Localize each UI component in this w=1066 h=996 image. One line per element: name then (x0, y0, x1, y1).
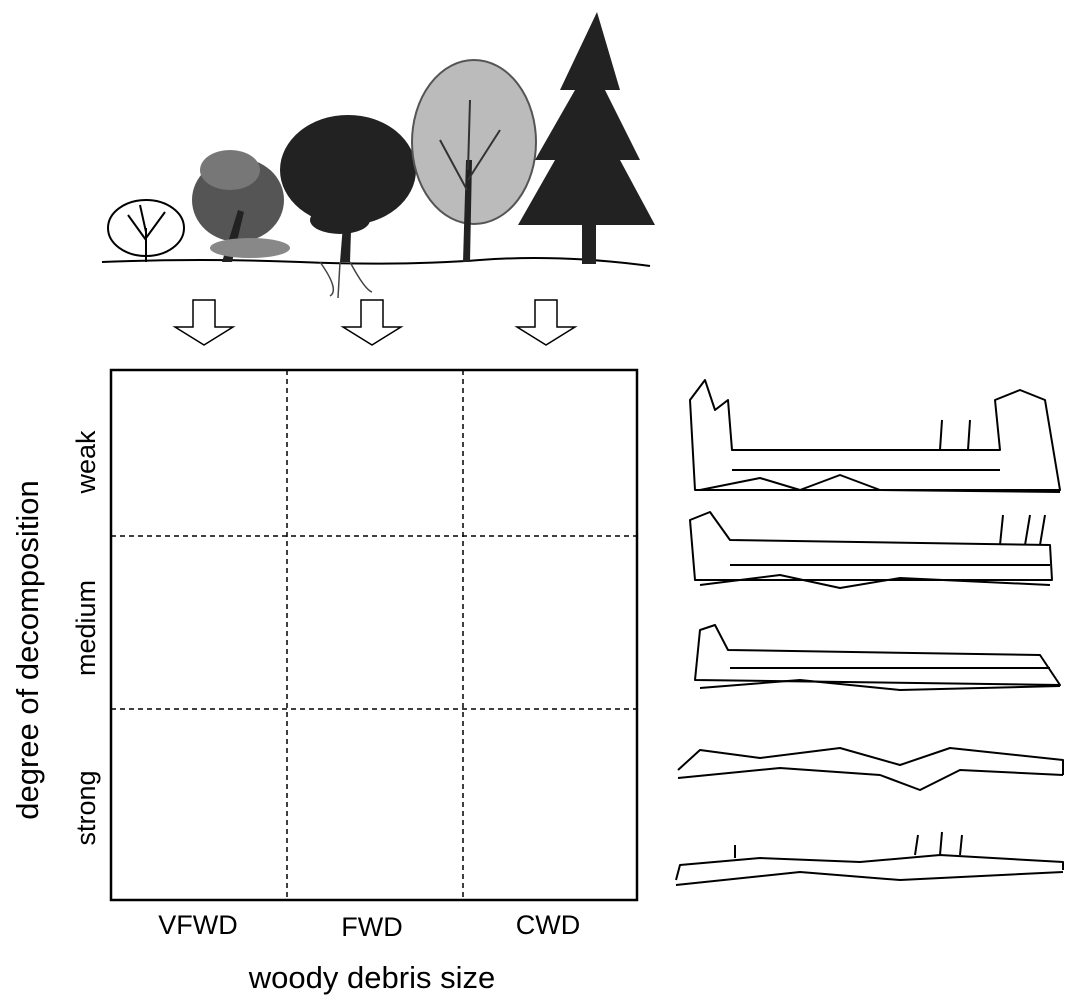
trees (101, 12, 655, 299)
y-axis-label: degree of decomposition (10, 480, 45, 820)
row-label: medium (71, 580, 101, 676)
column-label: CWD (516, 910, 580, 940)
row-label: strong (71, 770, 101, 845)
x-axis-label: woody debris size (248, 960, 495, 995)
grid-frame (109, 368, 639, 902)
row-label: weak (71, 430, 101, 495)
column-label: VFWD (158, 910, 237, 940)
column-label: FWD (341, 912, 402, 942)
arrows (172, 299, 578, 346)
log-sketches (675, 379, 1064, 886)
